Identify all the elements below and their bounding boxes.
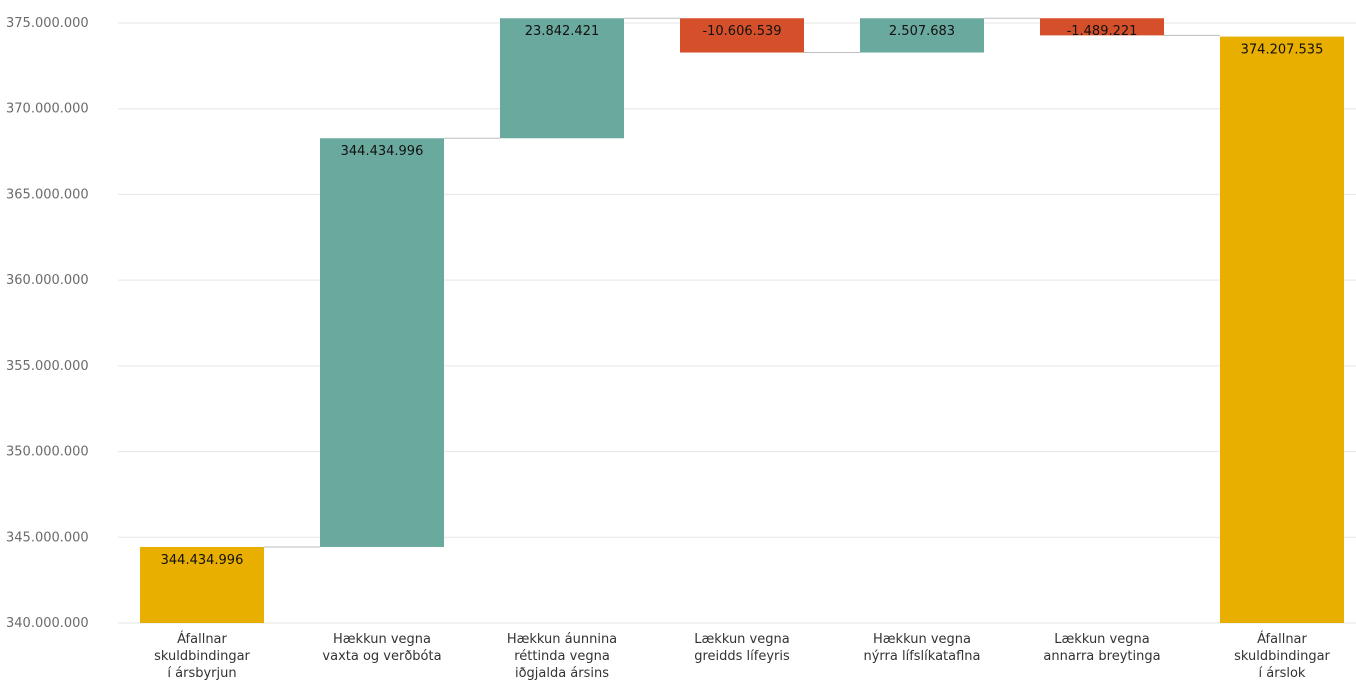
- category-label-line: vaxta og verðbóta: [322, 649, 441, 664]
- gridlines: [118, 22, 1356, 624]
- data-label: 2.507.683: [889, 24, 955, 39]
- x-axis-categories: Áfallnar skuldbindingar í ársbyrjun Hækkun …: [154, 631, 1330, 681]
- category-label-line: í ársbyrjun: [167, 666, 236, 681]
- y-axis-ticks: 340.000.000 345.000.000 350.000.000 355.000…: [6, 16, 89, 631]
- bar-decrease: [680, 18, 804, 53]
- y-tick-label: 340.000.000: [6, 616, 89, 631]
- data-label: -1.489.221: [1067, 24, 1138, 39]
- category-label: Áfallnar skuldbindingar í árslok: [1234, 631, 1330, 681]
- category-label-line: Lækkun vegna: [694, 632, 789, 647]
- bar-increase: [500, 18, 624, 139]
- bar-decrease: [1040, 18, 1164, 36]
- data-label: 344.434.996: [161, 553, 244, 568]
- data-labels: 344.434.996 344.434.996 23.842.421 -10.606.…: [161, 24, 1324, 568]
- y-tick-label: 350.000.000: [6, 445, 89, 460]
- y-tick-label: 375.000.000: [6, 16, 89, 31]
- y-tick-label: 365.000.000: [6, 187, 89, 202]
- category-label-line: Hækkun vegna: [333, 632, 431, 647]
- category-label-line: iðgjalda ársins: [515, 666, 609, 681]
- bar-total: [140, 546, 264, 623]
- category-label-line: Áfallnar: [1257, 631, 1307, 647]
- category-label-line: annarra breytinga: [1043, 649, 1160, 664]
- y-tick-label: 355.000.000: [6, 359, 89, 374]
- category-label: Áfallnar skuldbindingar í ársbyrjun: [154, 631, 250, 681]
- data-label: 344.434.996: [341, 144, 424, 159]
- y-tick-label: 360.000.000: [6, 273, 89, 288]
- bars: [140, 18, 1344, 624]
- y-tick-label: 345.000.000: [6, 530, 89, 545]
- category-label-line: nýrra lífslíkataflna: [863, 649, 980, 664]
- bar-total: [1220, 36, 1344, 624]
- connector-lines: [264, 17, 1220, 548]
- category-label-line: skuldbindingar: [1234, 649, 1330, 664]
- category-label: Lækkun vegna greidds lífeyris: [694, 632, 790, 664]
- category-label-line: Lækkun vegna: [1054, 632, 1149, 647]
- category-label: Hækkun vegna nýrra lífslíkataflna: [863, 632, 980, 664]
- category-label: Hækkun vegna vaxta og verðbóta: [322, 632, 441, 664]
- data-label: -10.606.539: [702, 24, 781, 39]
- y-tick-label: 370.000.000: [6, 102, 89, 117]
- category-label-line: Hækkun áunnina: [507, 632, 617, 647]
- category-label-line: Áfallnar: [177, 631, 227, 647]
- category-label-line: Hækkun vegna: [873, 632, 971, 647]
- category-label-line: skuldbindingar: [154, 649, 250, 664]
- category-label-line: greidds lífeyris: [694, 649, 790, 664]
- category-label: Hækkun áunnina réttinda vegna iðgjalda árs…: [507, 632, 617, 681]
- bar-increase: [320, 138, 444, 547]
- category-label-line: í árslok: [1259, 666, 1306, 681]
- data-label: 374.207.535: [1241, 43, 1324, 58]
- bar-increase: [860, 18, 984, 53]
- category-label: Lækkun vegna annarra breytinga: [1043, 632, 1160, 664]
- data-label: 23.842.421: [525, 24, 599, 39]
- category-label-line: réttinda vegna: [514, 649, 610, 664]
